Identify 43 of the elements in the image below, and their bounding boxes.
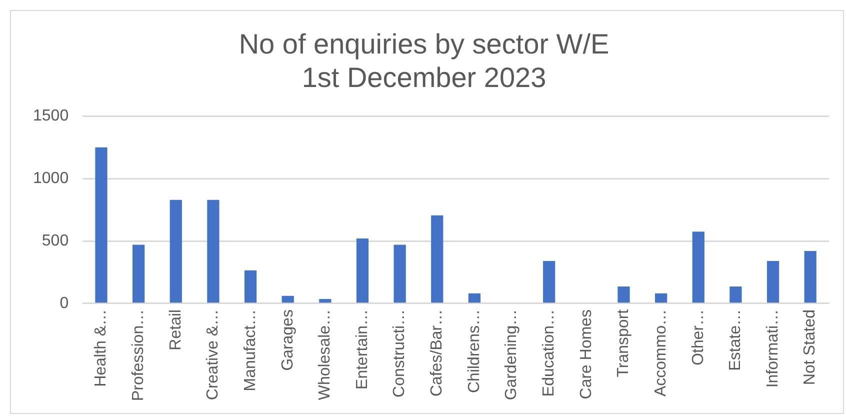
bar <box>170 200 182 303</box>
x-tick-label: Garages <box>279 309 296 371</box>
x-tick-label: Accommo… <box>652 309 670 397</box>
x-tick-label: Childrens… <box>466 309 483 393</box>
bar <box>132 244 145 303</box>
y-tick-label: 1000 <box>33 170 69 188</box>
x-tick-label: Constructi… <box>391 309 408 398</box>
bar <box>618 286 630 303</box>
bar <box>766 260 780 303</box>
bar <box>95 147 108 303</box>
x-tick-label: Estate… <box>727 309 744 371</box>
bar <box>207 200 220 303</box>
bar <box>431 215 444 303</box>
x-tick-label: Not Stated <box>802 309 819 386</box>
x-tick-label: Retail <box>167 309 184 350</box>
x-tick-label: Profession… <box>130 309 147 401</box>
x-tick-label: Care Homes <box>578 309 595 400</box>
bar <box>804 250 816 303</box>
bar <box>692 232 704 303</box>
x-tick-label: Other… <box>690 309 707 366</box>
bar <box>394 244 406 303</box>
x-tick-label: Wholesale… <box>316 309 334 400</box>
bar <box>244 270 257 303</box>
bar <box>319 299 332 303</box>
x-tick-label: Transport <box>615 308 632 378</box>
bar <box>654 293 668 303</box>
x-tick-label: Manufact… <box>242 309 259 392</box>
bar <box>282 296 294 303</box>
x-tick-label: Health &… <box>92 309 110 387</box>
bar <box>730 286 742 303</box>
chart-title: No of enquiries by sector W/E 1st December 2023 <box>238 28 610 94</box>
y-tick-label: 0 <box>60 294 69 312</box>
y-tick-label: 500 <box>42 232 69 250</box>
bar <box>468 293 481 303</box>
x-tick-label: Gardening… <box>503 309 520 400</box>
bar <box>543 260 556 303</box>
bar <box>356 238 369 303</box>
x-tick-label: Cafes/Bar… <box>428 309 446 397</box>
x-tick-label: Education… <box>540 309 558 397</box>
x-tick-label: Creative &… <box>204 309 222 400</box>
x-tick-label: Entertain… <box>354 309 371 390</box>
y-tick-label: 1500 <box>33 108 69 125</box>
x-tick-label: Informati… <box>764 309 782 388</box>
